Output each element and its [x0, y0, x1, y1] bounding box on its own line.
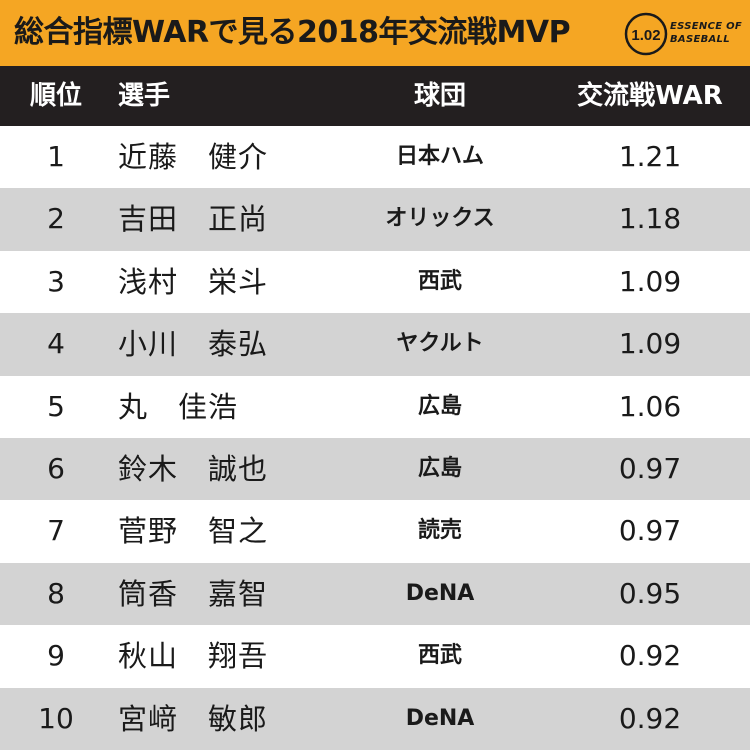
table-row: 5 丸 佳浩 広島 1.06	[0, 375, 750, 438]
table-row: 1 近藤 健介 日本ハム 1.21	[0, 126, 750, 189]
player-cell: 菅野 智之	[118, 514, 269, 549]
rank-cell: 2	[47, 202, 65, 236]
title-bar: 総合指標WARで見る2018年交流戦MVP 1.02 ESSENCE OF BA…	[0, 0, 750, 66]
war-cell: 1.21	[618, 140, 682, 173]
war-cell: 0.92	[618, 701, 682, 735]
logo-text-line2: BASEBALL	[670, 34, 730, 45]
player-cell: 丸 佳浩	[118, 389, 239, 424]
war-cell: 0.95	[618, 576, 682, 610]
table-row: 3 浅村 栄斗 西武 1.09	[0, 250, 750, 314]
player-cell: 筒香 嘉智	[118, 576, 269, 611]
team-cell: ヤクルト	[396, 331, 484, 357]
rank-cell: 1	[47, 140, 65, 173]
table-row: 4 小川 泰弘 ヤクルト 1.09	[0, 313, 750, 376]
rank-cell: 3	[47, 264, 65, 298]
war-cell: 1.18	[618, 202, 682, 236]
team-cell: 西武	[417, 643, 462, 669]
logo-number: 1.02	[631, 27, 660, 44]
war-cell: 1.06	[618, 389, 682, 423]
essence-of-baseball-logo: 1.02 ESSENCE OF BASEBALL	[624, 12, 742, 56]
rank-cell: 10	[38, 701, 74, 735]
table-row: 9 秋山 翔吾 西武 0.92	[0, 625, 750, 688]
rank-cell: 8	[47, 576, 65, 610]
player-cell: 吉田 正尚	[118, 202, 269, 237]
table-row: 2 吉田 正尚 オリックス 1.18	[0, 188, 750, 251]
war-cell: 0.97	[618, 451, 682, 485]
player-cell: 宮﨑 敏郎	[118, 701, 269, 736]
team-cell: 広島	[417, 455, 462, 481]
table-row: 10 宮﨑 敏郎 DeNA 0.92	[0, 687, 750, 750]
player-cell: 小川 泰弘	[118, 327, 269, 362]
player-cell: 近藤 健介	[118, 140, 269, 174]
war-cell: 0.92	[618, 639, 682, 673]
team-cell: DeNA	[405, 705, 475, 731]
header-team: 球団	[413, 81, 466, 111]
table-row: 6 鈴木 誠也 広島 0.97	[0, 437, 750, 501]
ranking-table-body: 1 近藤 健介 日本ハム 1.21 2 吉田 正尚 オリックス 1.18 3 浅…	[0, 126, 750, 750]
rank-cell: 6	[47, 451, 65, 485]
war-cell: 0.97	[618, 514, 682, 548]
header-player: 選手	[118, 81, 171, 111]
player-cell: 秋山 翔吾	[118, 639, 269, 674]
team-cell: DeNA	[405, 580, 475, 606]
logo-text-line1: ESSENCE OF	[670, 21, 743, 32]
player-cell: 浅村 栄斗	[118, 264, 269, 299]
header-rank: 順位	[29, 81, 82, 111]
header-war: 交流戦WAR	[577, 81, 723, 111]
team-cell: 日本ハム	[395, 144, 484, 169]
rank-cell: 9	[47, 639, 65, 673]
player-cell: 鈴木 誠也	[118, 451, 269, 486]
rank-cell: 4	[47, 327, 65, 361]
page-title: 総合指標WARで見る2018年交流戦MVP	[14, 15, 571, 50]
rank-cell: 5	[47, 389, 65, 423]
rank-cell: 7	[47, 514, 65, 548]
team-cell: 西武	[417, 268, 462, 294]
logo-badge-icon: 1.02	[624, 12, 668, 56]
table-row: 7 菅野 智之 読売 0.97	[0, 500, 750, 563]
war-cell: 1.09	[618, 264, 682, 298]
team-cell: 広島	[417, 393, 462, 419]
war-cell: 1.09	[618, 327, 682, 361]
team-cell: 読売	[417, 518, 462, 544]
table-header: 順位 選手 球団 交流戦WAR	[0, 66, 750, 126]
table-row: 8 筒香 嘉智 DeNA 0.95	[0, 562, 750, 626]
team-cell: オリックス	[385, 206, 495, 232]
